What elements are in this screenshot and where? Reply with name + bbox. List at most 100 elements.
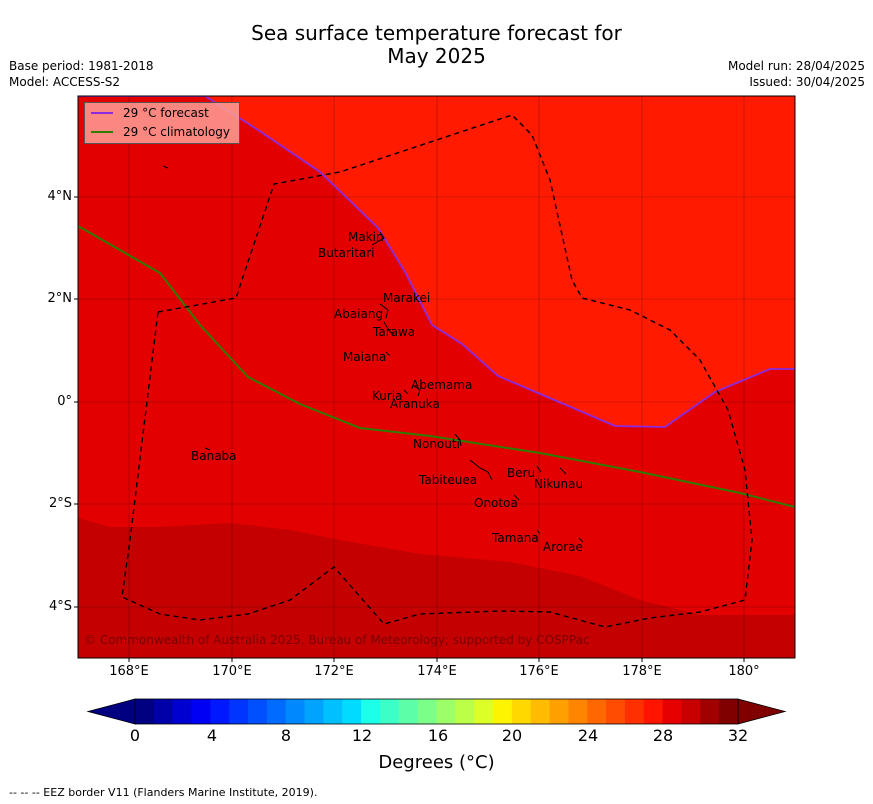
map-legend: 29 °C forecast 29 °C climatology [84, 102, 240, 144]
eez-footnote: -- -- -- EEZ border V11 (Flanders Marine… [9, 786, 318, 799]
colorbar-tick-label: 24 [577, 726, 599, 745]
title-line-1: Sea surface temperature forecast for [251, 21, 622, 45]
island-outlines [162, 165, 584, 543]
legend-label-forecast: 29 °C forecast [123, 106, 209, 120]
legend-swatch-forecast [91, 112, 113, 114]
island-label-arorae: Arorae [543, 540, 583, 554]
colorbar-segment [719, 699, 739, 724]
colorbar-label: Degrees (°C) [378, 752, 495, 773]
legend-item-climatology: 29 °C climatology [91, 124, 230, 140]
issued-date: Issued: 30/04/2025 [749, 75, 865, 89]
lat-label-2s: 2°S [48, 496, 72, 511]
colorbar-segment [474, 699, 494, 724]
island-label-butaritari: Butaritari [318, 246, 375, 260]
colorbar-frame [134, 698, 739, 725]
colorbar-segment [172, 699, 193, 724]
lon-label-180: 180° [728, 664, 760, 679]
colorbar-segment [304, 699, 325, 724]
island-label-nikunau: Nikunau [534, 477, 584, 491]
lat-label-4s: 4°S [48, 599, 72, 614]
colorbar-segment [342, 699, 362, 724]
lon-label-174e: 174°E [417, 664, 457, 679]
colorbar-segment [229, 699, 249, 724]
chart-title: Sea surface temperature forecast for May… [0, 22, 873, 68]
lon-label-168e: 168°E [109, 664, 149, 679]
colorbar-segment [266, 699, 287, 724]
island-label-beru: Beru [507, 466, 536, 480]
legend-item-forecast: 29 °C forecast [91, 105, 209, 121]
colorbar-tick-label: 20 [501, 726, 523, 745]
island-label-abemama: Abemama [411, 378, 473, 392]
colorbar-tick-label: 0 [129, 726, 141, 745]
colorbar-tick-label: 16 [427, 726, 449, 745]
colorbar-segment [285, 699, 306, 724]
band-31-region [78, 518, 795, 658]
meta-right: Model run: 28/04/2025 Issued: 30/04/2025 [728, 58, 865, 90]
eez-border [121, 114, 753, 628]
colorbar-segment [436, 699, 456, 724]
colorbar-segment [417, 699, 438, 724]
axis-ticks [74, 196, 745, 662]
copyright-notice: © Commonwealth of Australia 2025, Bureau… [84, 633, 590, 647]
island-label-tarawa: Tarawa [373, 325, 416, 339]
island-label-tabiteuea: Tabiteuea [419, 473, 478, 487]
lon-label-176e: 176°E [519, 664, 559, 679]
island-label-aranuka: Aranuka [390, 397, 440, 411]
colorbar-segment [681, 699, 701, 724]
colorbar [86, 698, 787, 725]
colorbar-segment [643, 699, 664, 724]
colorbar-segment [624, 699, 645, 724]
island-label-abaiang: Abaiang [334, 307, 384, 321]
model-name: Model: ACCESS-S2 [9, 75, 121, 89]
island-label-makin: Makin [348, 230, 384, 244]
colorbar-segment [248, 699, 268, 724]
colorbar-tick-label: 8 [280, 726, 292, 745]
colorbar-segment [135, 699, 155, 724]
colorbar-segment [398, 699, 419, 724]
island-label-banaba: Banaba [191, 449, 237, 463]
base-period: Base period: 1981-2018 [9, 59, 154, 73]
colorbar-extend-low [86, 698, 136, 725]
colorbar-tick-label: 12 [351, 726, 373, 745]
meta-left: Base period: 1981-2018 Model: ACCESS-S2 [9, 58, 154, 90]
colorbar-extend-high [737, 698, 787, 725]
climatology-29c-isotherm [78, 225, 795, 508]
colorbar-segment [587, 699, 607, 724]
lon-label-170e: 170°E [212, 664, 252, 679]
lon-label-178e: 178°E [622, 664, 662, 679]
colorbar-segment [606, 699, 626, 724]
lon-label-172e: 172°E [314, 664, 354, 679]
island-label-kuria: Kuria [372, 389, 403, 403]
colorbar-segment [379, 699, 400, 724]
lat-label-0: 0° [57, 394, 72, 409]
title-line-2: May 2025 [387, 44, 486, 68]
graticule [78, 96, 795, 658]
island-label-onotoa: Onotoa [474, 496, 518, 510]
island-label-maiana: Maiana [343, 350, 387, 364]
colorbar-segment [568, 699, 588, 724]
lat-label-2n: 2°N [47, 291, 73, 306]
legend-label-climatology: 29 °C climatology [123, 125, 231, 139]
colorbar-tick-label: 32 [727, 726, 749, 745]
island-label-tamana: Tamana [492, 531, 539, 545]
colorbar-segment [662, 699, 683, 724]
model-run: Model run: 28/04/2025 [727, 59, 865, 73]
colorbar-segment [191, 699, 211, 724]
colorbar-segment [493, 699, 513, 724]
band-29-region [78, 96, 795, 658]
legend-swatch-climatology [91, 131, 113, 133]
island-label-marakei: Marakei [383, 291, 431, 305]
colorbar-segment [210, 699, 230, 724]
colorbar-segment [455, 699, 475, 724]
colorbar-segment [700, 699, 720, 724]
colorbar-segment [530, 699, 551, 724]
colorbar-segment [549, 699, 569, 724]
colorbar-segment [323, 699, 343, 724]
colorbar-segment [361, 699, 381, 724]
island-label-nonouti: Nonouti [413, 437, 460, 451]
colorbar-segment [511, 699, 532, 724]
forecast-29c-isotherm [78, 96, 795, 428]
colorbar-tick-label: 28 [652, 726, 674, 745]
colorbar-tick-label: 4 [206, 726, 218, 745]
